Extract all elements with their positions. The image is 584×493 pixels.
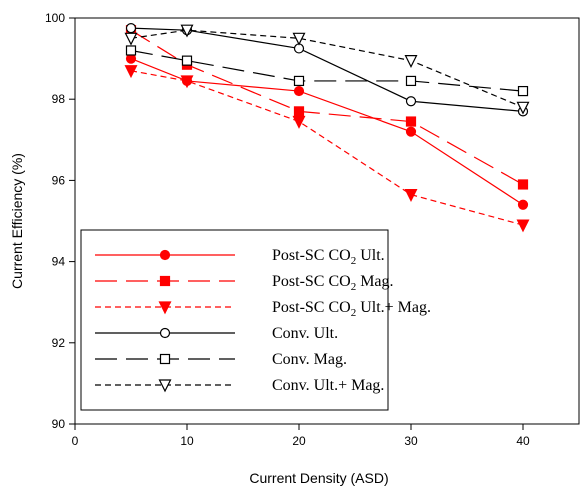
data-point — [517, 199, 529, 210]
x-tick-label: 20 — [292, 434, 306, 448]
series-3 — [124, 65, 530, 233]
series-line — [130, 70, 524, 226]
y-axis-title: Current Efficiency (%) — [9, 153, 25, 289]
data-point — [405, 96, 417, 107]
data-point — [293, 106, 305, 117]
data-point — [292, 32, 306, 46]
series-2 — [125, 25, 529, 190]
data-point — [124, 65, 138, 79]
series-5 — [125, 45, 529, 97]
x-axis-title: Current Density (ASD) — [249, 470, 388, 486]
data-point — [124, 32, 138, 46]
legend-marker — [159, 275, 171, 287]
legend-marker — [159, 249, 171, 261]
data-point — [404, 189, 418, 202]
x-axis: 0 10 20 30 40 — [72, 424, 530, 448]
y-tick-label: 92 — [52, 336, 66, 350]
data-point — [125, 23, 137, 34]
x-tick-label: 30 — [404, 434, 418, 448]
legend-label: Conv. Ult. — [272, 325, 338, 342]
x-tick-label: 0 — [72, 434, 79, 448]
x-tick-label: 40 — [516, 434, 530, 448]
series-line — [130, 29, 524, 108]
legend-marker — [159, 353, 171, 365]
legend-item: Post-SC CO2 Mag. — [95, 273, 394, 293]
x-tick-label: 10 — [180, 434, 194, 448]
data-point — [516, 101, 530, 115]
legend-item: Conv. Ult.+ Mag. — [95, 377, 384, 394]
y-tick-label: 98 — [52, 92, 66, 106]
data-point — [181, 55, 193, 66]
legend-label: Conv. Ult.+ Mag. — [272, 377, 384, 394]
series-line — [130, 29, 524, 185]
data-point — [292, 115, 306, 129]
legend-item: Post-SC CO2 Ult.+ Mag. — [95, 299, 431, 319]
legend-item: Post-SC CO2 Ult. — [95, 247, 385, 267]
data-point — [405, 116, 417, 127]
legend-item: Conv. Ult. — [95, 325, 338, 342]
legend-label: Post-SC CO2 Mag. — [272, 273, 394, 293]
data-point — [517, 179, 529, 190]
legend-box — [80, 229, 389, 411]
y-tick-label: 94 — [52, 255, 66, 269]
y-tick-label: 100 — [45, 11, 65, 25]
data-point — [180, 75, 194, 89]
data-point — [180, 24, 194, 38]
series-layer — [124, 23, 530, 233]
legend-item: Conv. Mag. — [95, 351, 347, 368]
legend-marker — [158, 301, 172, 315]
data-point — [293, 85, 305, 97]
plot-area — [74, 17, 580, 425]
data-point — [516, 219, 530, 233]
data-point — [405, 126, 417, 137]
legend-label: Post-SC CO2 Ult. — [272, 247, 385, 267]
plot-frame — [74, 17, 580, 425]
legend-marker — [158, 379, 172, 393]
data-point — [404, 55, 418, 68]
legend-marker — [159, 327, 171, 339]
data-point — [125, 45, 137, 56]
y-axis: 90 92 94 96 98 100 — [45, 11, 75, 431]
legend: Post-SC CO2 Ult. Post-SC CO2 Mag. Post-SC … — [80, 229, 431, 411]
legend-label: Post-SC CO2 Ult.+ Mag. — [272, 299, 431, 319]
data-point — [405, 75, 417, 87]
data-point — [293, 75, 305, 87]
data-point — [517, 85, 529, 97]
legend-label: Conv. Mag. — [272, 351, 347, 368]
y-tick-label: 90 — [52, 417, 66, 431]
series-6 — [124, 24, 530, 115]
y-tick-label: 96 — [52, 173, 66, 187]
